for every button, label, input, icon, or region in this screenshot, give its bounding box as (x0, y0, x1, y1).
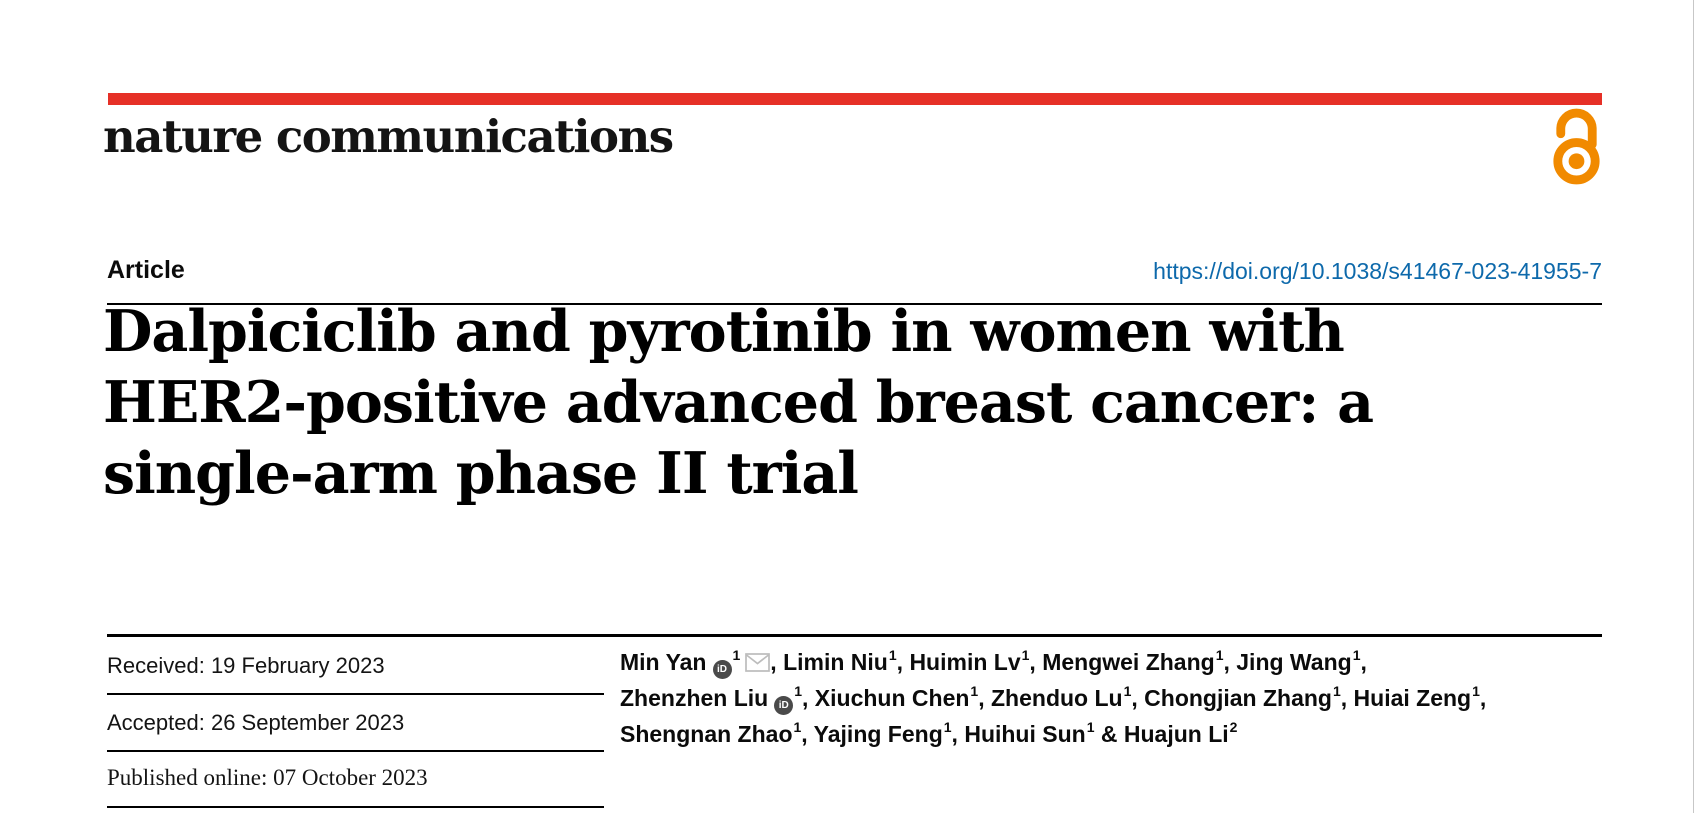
author-name: Chongjian Zhang1 (1144, 683, 1341, 711)
email-icon[interactable] (745, 653, 771, 672)
author-name: Shengnan Zhao1 (620, 719, 802, 747)
affiliation-superscript: 1 (1086, 719, 1095, 736)
header-rule (107, 303, 1602, 305)
author-name: Jing Wang1 (1236, 647, 1361, 675)
affiliation-superscript: 1 (970, 683, 979, 700)
author-name: Zhenzhen Liu iD1 (620, 683, 803, 715)
affiliation-superscript: 1 (1332, 683, 1341, 700)
author-name: Huiai Zeng1 (1353, 683, 1480, 711)
journal-logo: nature communications (103, 110, 674, 163)
affiliation-superscript: 1 (888, 647, 897, 664)
page-edge-divider (1693, 0, 1694, 813)
author-name: Mengwei Zhang1 (1042, 647, 1224, 675)
author-name: Xiuchun Chen1 (814, 683, 979, 711)
affiliation-superscript: 1 (1215, 647, 1224, 664)
affiliation-superscript: 1 (732, 647, 741, 664)
date-accepted: Accepted: 26 September 2023 (107, 710, 405, 735)
orcid-icon[interactable]: iD (774, 696, 794, 715)
affiliation-superscript: 1 (1352, 647, 1361, 664)
affiliation-superscript: 1 (1021, 647, 1030, 664)
brand-red-bar (108, 93, 1602, 105)
date-received: Received: 19 February 2023 (107, 653, 385, 678)
page-title: Dalpiciclib and pyrotinib in women with … (103, 296, 1563, 509)
title-line-3: single-arm phase II trial (103, 440, 859, 507)
affiliation-superscript: 1 (793, 719, 802, 736)
affiliation-superscript: 1 (794, 683, 803, 700)
date-divider (107, 693, 604, 695)
author-list: Min Yan iD1, Limin Niu1, Huimin Lv1, Meng… (620, 647, 1487, 747)
affiliation-superscript: 1 (1472, 683, 1480, 700)
author-name: Limin Niu1 (783, 647, 897, 675)
affiliation-superscript: 1 (943, 719, 952, 736)
author-name: Yajing Feng1 (813, 719, 952, 747)
open-access-icon (1548, 108, 1605, 190)
date-published: Published online: 07 October 2023 (107, 765, 428, 790)
date-divider (107, 750, 604, 752)
author-name: Huihui Sun1 (964, 719, 1095, 747)
date-divider (107, 806, 604, 808)
author-name: Huajun Li2 (1123, 719, 1238, 747)
affiliation-superscript: 2 (1229, 719, 1238, 736)
title-line-2: HER2-positive advanced breast cancer: a (103, 369, 1374, 436)
author-name: Min Yan iD1 (620, 647, 771, 679)
section-rule-heavy (107, 634, 1602, 637)
orcid-icon[interactable]: iD (712, 660, 732, 679)
affiliation-superscript: 1 (1123, 683, 1132, 700)
author-name: Huimin Lv1 (909, 647, 1030, 675)
doi-link[interactable]: https://doi.org/10.1038/s41467-023-41955… (1153, 258, 1602, 284)
title-line-1: Dalpiciclib and pyrotinib in women with (103, 298, 1345, 365)
author-name: Zhenduo Lu1 (991, 683, 1132, 711)
article-type-label: Article (107, 256, 185, 284)
